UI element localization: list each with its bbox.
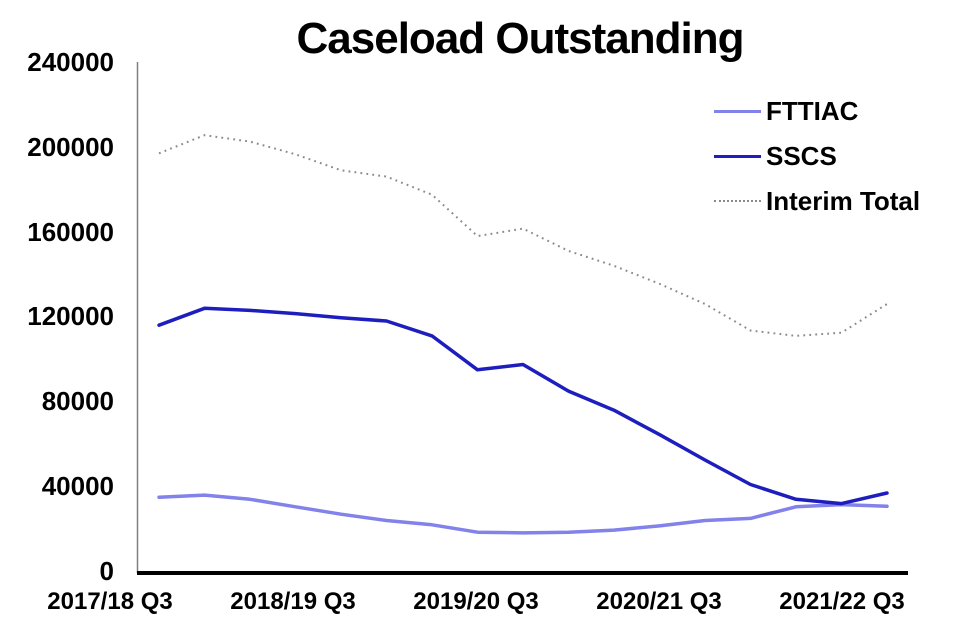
- x-axis-tick-label: 2018/19 Q3: [230, 588, 356, 615]
- legend-item-fttiac: FTTIAC: [714, 96, 920, 126]
- legend-label: FTTIAC: [766, 95, 859, 126]
- series-lines: [157, 134, 889, 535]
- series-line-interim-total: [158, 134, 888, 337]
- y-axis-tick-label: 240000: [27, 47, 114, 77]
- legend-label: Interim Total: [766, 185, 921, 216]
- x-axis-tick-label: 2021/22 Q3: [779, 588, 905, 615]
- y-axis-tick-label: 200000: [27, 132, 114, 162]
- x-axis-tick-label: 2019/20 Q3: [413, 588, 539, 615]
- legend: FTTIAC SSCS Interim Total: [714, 96, 920, 231]
- series-line-sscs: [157, 306, 889, 506]
- legend-item-sscs: SSCS: [714, 141, 920, 171]
- x-axis-tick-label: 2020/21 Q3: [596, 588, 722, 615]
- y-axis-tick-label: 40000: [41, 471, 114, 501]
- interim-total-line-sample-icon: [714, 200, 761, 202]
- y-axis-tick-label: 120000: [27, 301, 114, 331]
- sscs-line-sample-icon: [714, 154, 761, 158]
- legend-item-interim-total: Interim Total: [714, 186, 920, 216]
- y-axis-tick-label: 80000: [41, 386, 114, 416]
- y-axis-tick-label: 160000: [27, 217, 114, 247]
- x-axis-tick-label: 2017/18 Q3: [47, 588, 173, 615]
- chart-title: Caseload Outstanding: [296, 14, 745, 63]
- fttiac-line-sample-icon: [714, 109, 761, 113]
- series-line-fttiac: [157, 493, 889, 535]
- legend-label: SSCS: [766, 140, 837, 171]
- y-axis-tick-label: 0: [99, 556, 114, 586]
